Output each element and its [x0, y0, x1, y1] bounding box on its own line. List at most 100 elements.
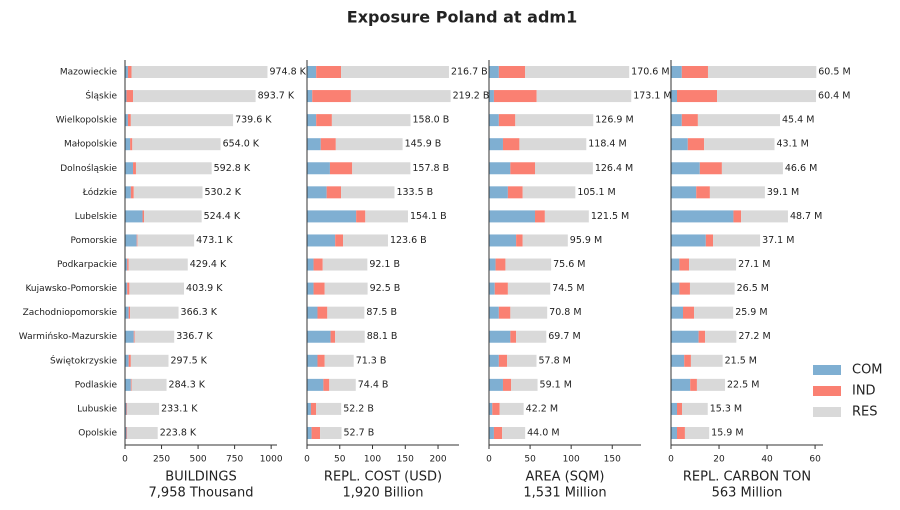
bar-segment: [489, 66, 499, 78]
y-tick-label: Lubelskie: [75, 212, 118, 222]
total-label: 52.2 B: [343, 403, 374, 414]
bar-segment: [320, 427, 342, 439]
bar-segment: [307, 138, 321, 151]
total-label: 170.6 M: [631, 67, 669, 78]
bar-segment: [741, 210, 788, 223]
total-label: 27.2 M: [738, 331, 770, 342]
bar-segment: [690, 354, 723, 367]
bar-segment: [679, 282, 690, 295]
bar-segment: [125, 354, 129, 367]
x-tick-label: 0: [486, 455, 492, 465]
total-label: 739.6 K: [235, 115, 272, 126]
legend-swatch: [813, 365, 841, 375]
y-tick-label: Dolnośląskie: [60, 163, 117, 174]
bar-segment: [125, 427, 127, 439]
total-label: 524.4 K: [204, 211, 241, 222]
bar-segment: [671, 210, 734, 223]
y-tick-label: Opolskie: [78, 429, 117, 439]
total-label: 60.5 M: [818, 67, 850, 78]
legend-swatch: [813, 386, 841, 396]
y-tick-label: Świętokrzyskie: [50, 354, 118, 366]
bar-segment: [307, 330, 331, 343]
y-tick-label: Wielkopolskie: [56, 116, 118, 126]
bar-segment: [335, 138, 403, 151]
bar-segment: [127, 258, 129, 271]
total-label: 233.1 K: [161, 403, 198, 414]
total-label: 429.4 K: [190, 259, 227, 270]
bar-segment: [489, 330, 511, 343]
bar-segment: [671, 162, 700, 175]
bar-segment: [489, 186, 508, 199]
bar-segment: [131, 378, 167, 391]
bar-segment: [125, 306, 129, 319]
bar-segment: [127, 282, 130, 295]
total-label: 44.0 M: [527, 428, 559, 439]
bar-segment: [331, 114, 411, 127]
bar-segment: [130, 306, 179, 319]
bar-segment: [493, 90, 537, 103]
y-tick-label: Zachodniopomorskie: [23, 308, 118, 318]
bar-segment: [343, 234, 388, 247]
bar-segment: [681, 66, 708, 78]
bar-segment: [522, 186, 576, 199]
total-label: 75.6 M: [553, 259, 585, 270]
total-label: 25.9 M: [735, 307, 767, 318]
bar-segment: [341, 186, 395, 199]
bar-segment: [499, 402, 524, 415]
total-label: 15.9 M: [711, 428, 743, 439]
bar-segment: [136, 234, 138, 247]
bar-segment: [682, 402, 708, 415]
bar-segment: [324, 282, 368, 295]
total-label: 95.9 M: [570, 235, 602, 246]
total-label: 15.3 M: [710, 403, 742, 414]
total-label: 284.3 K: [169, 379, 206, 390]
total-label: 366.3 K: [181, 307, 218, 318]
x-tick-label: 150: [397, 455, 414, 465]
total-label: 223.8 K: [160, 428, 197, 439]
bar-segment: [679, 258, 690, 271]
bar-segment: [307, 427, 312, 439]
bar-segment: [335, 330, 365, 343]
x-tick-label: 50: [524, 455, 536, 465]
total-label: 105.1 M: [577, 187, 615, 198]
total-label: 974.8 K: [269, 67, 306, 78]
bar-segment: [489, 234, 517, 247]
bar-segment: [498, 114, 516, 127]
x-axis-label: REPL. COST (USD): [324, 470, 442, 485]
bar-segment: [489, 306, 499, 319]
y-tick-label: Mazowieckie: [60, 68, 118, 78]
bar-segment: [495, 258, 506, 271]
bar-segment: [507, 282, 551, 295]
bar-segment: [341, 66, 449, 78]
bar-segment: [131, 66, 268, 78]
total-label: 297.5 K: [170, 355, 207, 366]
x-tick-label: 40: [761, 455, 773, 465]
bar-segment: [536, 90, 632, 103]
bar-segment: [127, 114, 131, 127]
bar-segment: [515, 114, 594, 127]
bar-segment: [128, 306, 131, 319]
bar-segment: [329, 378, 356, 391]
bar-segment: [126, 90, 134, 103]
y-tick-label: Łódzkie: [82, 187, 118, 198]
x-axis-label: AREA (SQM): [525, 470, 604, 485]
x-axis-label: REPL. CARBON TON: [683, 470, 811, 485]
bar-segment: [326, 186, 342, 199]
bar-segment: [127, 402, 160, 415]
total-label: 59.1 M: [540, 379, 572, 390]
total-label: 126.9 M: [595, 115, 633, 126]
bar-segment: [535, 210, 545, 223]
bar-segment: [696, 378, 726, 391]
total-label: 70.8 M: [549, 307, 581, 318]
total-label: 60.4 M: [818, 91, 850, 102]
x-tick-label: 1000: [260, 455, 283, 465]
legend-label: COM: [852, 363, 883, 378]
bar-segment: [133, 186, 203, 199]
bar-segment: [307, 186, 327, 199]
bar-segment: [313, 258, 323, 271]
bar-segment: [335, 234, 344, 247]
total-label: 654.0 K: [223, 139, 260, 150]
bar-segment: [498, 306, 511, 319]
x-tick-label: 150: [604, 455, 621, 465]
total-label: 48.7 M: [790, 211, 822, 222]
